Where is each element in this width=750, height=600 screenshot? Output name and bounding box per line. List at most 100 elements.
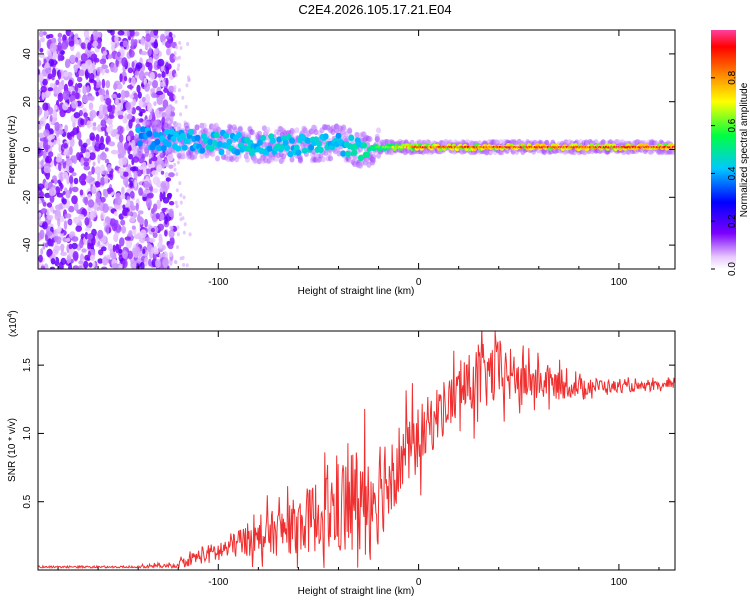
spectrogram-noise-cell: [147, 49, 152, 57]
spectrogram-noise-cell: [144, 93, 151, 104]
spectrogram-noise-cell: [112, 65, 118, 73]
spectrogram-noise-cell: [103, 222, 107, 227]
spectrogram-noise-cell: [84, 196, 89, 206]
spectrogram-signal-cell: [340, 150, 347, 157]
spectrogram-noise-cell: [55, 79, 60, 86]
spectrogram-noise-cell: [53, 104, 58, 110]
spectrogram-noise-cell: [47, 87, 54, 92]
spectrogram-noise-cell: [76, 125, 80, 134]
snr-y-tick-label: 1.0: [22, 426, 33, 440]
spectrogram-noise-cell: [151, 170, 159, 176]
spectrogram-signal-cell: [260, 134, 267, 142]
spectrogram-noise-cell: [68, 205, 75, 213]
spectrogram-noise-cell: [159, 212, 165, 221]
spectrogram-noise-cell: [140, 229, 147, 238]
spectrogram-noise-cell: [117, 30, 125, 36]
spectrogram-noise-cell: [83, 260, 89, 269]
spectrogram-noise-cell: [156, 164, 163, 173]
spectrogram-noise-cell: [176, 160, 180, 165]
spectrogram-noise-cell: [115, 243, 120, 254]
spectrogram-signal-cell: [245, 145, 252, 152]
spectrogram-noise-cell: [106, 225, 110, 235]
spectrogram-noise-cell: [86, 233, 94, 240]
spectrogram-signal-cell: [351, 149, 358, 156]
spectrogram-noise-cell: [137, 257, 142, 264]
spectrogram-noise-cell: [104, 132, 109, 137]
spectrogram-noise-cell: [78, 139, 83, 147]
spectrogram-noise-cell: [90, 33, 94, 44]
spectrogram-signal-cell: [156, 144, 162, 152]
spectrogram-noise-cell: [168, 85, 175, 93]
spectrogram-noise-cell: [119, 194, 126, 200]
spectrogram-noise-cell: [39, 229, 45, 240]
spectrogram-noise-cell: [130, 205, 137, 211]
spectrogram-noise-cell: [82, 142, 88, 148]
spectrogram-noise-cell: [104, 68, 110, 74]
spectrogram-noise-cell: [57, 92, 64, 103]
colorbar-tick-label: 0.0: [727, 262, 738, 276]
snr-y-tick-label: 0.5: [22, 494, 33, 508]
spectrogram-noise-cell: [38, 40, 41, 50]
spectrogram-noise-cell: [140, 51, 148, 56]
spectrogram-noise-cell: [117, 92, 122, 99]
spectrogram-noise-cell: [73, 34, 77, 45]
spectrogram-noise-cell: [43, 109, 49, 118]
spectrogram-noise-cell: [134, 70, 140, 76]
spectrogram-noise-cell: [128, 30, 135, 37]
spectrogram-noise-cell: [61, 40, 69, 50]
spectrogram-signal-cell: [289, 137, 295, 144]
spectrogram-noise-cell: [64, 213, 72, 219]
spectrogram-noise-cell: [54, 121, 60, 132]
spectrogram-noise-cell: [91, 185, 97, 193]
spectrogram-noise-cell: [71, 236, 79, 242]
spectrogram-noise-cell: [136, 84, 141, 93]
spectrogram-noise-cell: [71, 195, 78, 205]
spectrogram-noise-cell: [113, 128, 119, 134]
spectrogram-noise-cell: [181, 216, 185, 221]
spectrogram-noise-cell: [173, 51, 177, 56]
spectrogram-noise-cell: [168, 164, 174, 169]
spectrogram-noise-cell: [182, 230, 186, 235]
spectrogram-noise-cell: [42, 242, 46, 250]
spectrogram-noise-cell: [105, 80, 111, 89]
spectrogram-noise-cell: [84, 227, 91, 232]
spectrogram-noise-cell: [75, 72, 80, 78]
spectrogram-noise-cell: [123, 141, 131, 151]
spectrogram-signal-cell: [213, 131, 220, 139]
spectrogram-noise-cell: [45, 155, 52, 164]
spectrogram-noise-cell: [119, 237, 125, 247]
spectrogram-noise-cell: [62, 171, 69, 180]
spectrogram-noise-cell: [158, 107, 166, 112]
spectrogram-noise-cell: [78, 69, 85, 77]
spectrogram-noise-cell: [99, 152, 107, 161]
spectrogram-noise-cell: [183, 222, 187, 227]
spectrogram-noise-cell: [57, 37, 62, 43]
spectrogram-noise-cell: [141, 96, 146, 103]
spectrogram-noise-cell: [69, 54, 76, 64]
spectrogram-signal-cell: [170, 135, 177, 143]
spectrogram-noise-cell: [53, 86, 60, 95]
spectrogram-noise-cell: [147, 192, 154, 199]
spectrogram-data: [38, 30, 675, 269]
spectrogram-noise-cell: [168, 229, 175, 239]
spectrogram-noise-cell: [148, 158, 152, 165]
spectrogram-noise-cell: [107, 163, 112, 172]
spectrogram-signal-cell: [154, 138, 161, 146]
spectrogram-halo-cell: [148, 152, 154, 158]
snr-y-scale-base: (x10: [8, 317, 19, 337]
spectrogram-noise-cell: [84, 151, 91, 159]
spectrogram-noise-cell: [78, 214, 85, 220]
spectrogram-noise-cell: [149, 30, 155, 37]
spectrogram-noise-cell: [149, 237, 156, 243]
spectrogram-noise-cell: [46, 230, 53, 236]
spectrogram-noise-cell: [69, 95, 74, 101]
spectrogram-noise-cell: [73, 112, 81, 119]
spectrogram-noise-cell: [168, 251, 173, 257]
spectrogram-noise-cell: [177, 63, 181, 68]
spectrogram-noise-cell: [60, 184, 64, 189]
spectrogram-noise-cell: [48, 151, 54, 158]
spectrogram-noise-cell: [80, 53, 88, 63]
spectrogram-noise-cell: [38, 53, 45, 58]
spectrogram-noise-cell: [124, 112, 128, 123]
spectrogram-noise-cell: [92, 201, 98, 211]
